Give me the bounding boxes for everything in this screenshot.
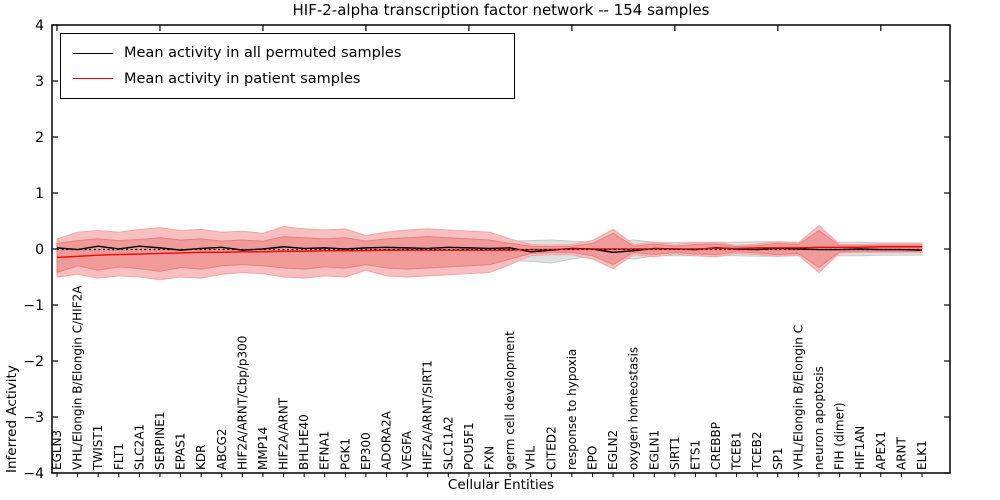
permuted-line-swatch (73, 52, 113, 54)
legend-box: Mean activity in all permuted samples Me… (60, 33, 515, 99)
x-tick-label: ADORA2A (380, 410, 394, 470)
y-tick-label: 3 (35, 74, 44, 90)
chart-title: HIF-2-alpha transcription factor network… (292, 1, 710, 19)
x-tick-label: FLT1 (112, 443, 126, 470)
x-tick-label: EFNA1 (318, 431, 332, 470)
x-tick-label: neuron apoptosis (812, 366, 826, 470)
x-tick-label: EP300 (359, 432, 373, 470)
legend-label-permuted: Mean activity in all permuted samples (124, 45, 402, 62)
y-tick-label: −1 (23, 298, 44, 314)
x-tick-label: CITED2 (544, 426, 558, 470)
x-tick-label: oxygen homeostasis (627, 347, 641, 470)
x-tick-label: germ cell development (503, 331, 517, 470)
y-axis-label: Inferred Activity (4, 365, 20, 473)
x-tick-label: POU5F1 (462, 422, 476, 470)
x-tick-label: APEX1 (874, 431, 888, 470)
y-tick-label: −3 (23, 410, 44, 426)
legend-entry-patient: Mean activity in patient samples (61, 71, 514, 87)
x-tick-label: PGK1 (338, 438, 352, 470)
y-tick-label: 4 (35, 18, 44, 34)
x-tick-label: SP1 (771, 448, 785, 471)
x-tick-label: ARNT (894, 436, 908, 470)
x-tick-label: CREBBP (709, 422, 723, 470)
x-tick-label: EGLN1 (647, 430, 661, 470)
x-tick-label: SERPINE1 (153, 411, 167, 470)
x-tick-label: TWIST1 (91, 425, 105, 471)
x-tick-label: HIF2A/ARNT/SIRT1 (421, 360, 435, 470)
x-tick-label: EGLN3 (50, 430, 64, 470)
x-tick-label: TCEB1 (730, 432, 744, 471)
patient-line-swatch (73, 78, 113, 80)
band-patient-inner-spread (56, 229, 923, 274)
x-tick-label: ABCG2 (215, 428, 229, 470)
x-tick-label: ELK1 (915, 440, 929, 470)
x-tick-label: SLC11A2 (441, 416, 455, 470)
y-tick-label: 0 (35, 242, 44, 258)
x-tick-label: FXN (483, 446, 497, 470)
x-tick-label: HIF2A/ARNT/Cbp/p300 (235, 336, 249, 470)
x-axis-label: Cellular Entities (447, 477, 555, 493)
x-tick-label: VHL (524, 446, 538, 470)
x-tick-label: EGLN2 (606, 430, 620, 470)
x-tick-label: HIF2A/ARNT (277, 397, 291, 470)
x-tick-label: KDR (194, 445, 208, 470)
x-tick-label: response to hypoxia (565, 349, 579, 470)
x-tick-label: VEGFA (400, 430, 414, 470)
series-line-patient (56, 246, 922, 259)
y-tick-label: −2 (23, 354, 44, 370)
x-tick-label: FIH (dimer) (833, 402, 847, 470)
x-tick-label: VHL/Elongin B/Elongin C (791, 325, 805, 470)
y-tick-label: 1 (35, 186, 44, 202)
y-tick-label: −4 (23, 466, 44, 482)
x-tick-label: TCEB2 (750, 432, 764, 471)
x-tick-label: BHLHE40 (297, 414, 311, 470)
x-tick-label: EPO (585, 446, 599, 470)
x-tick-label: HIF1AN (853, 426, 867, 470)
legend-label-patient: Mean activity in patient samples (124, 70, 361, 87)
x-tick-label: SIRT1 (668, 436, 682, 470)
x-tick-label: MMP14 (256, 427, 270, 470)
x-tick-label: EPAS1 (174, 432, 188, 470)
x-tick-label: ETS1 (688, 440, 702, 470)
y-tick-label: 2 (35, 130, 44, 146)
x-tick-label: SLC2A1 (132, 424, 146, 470)
x-tick-label: VHL/Elongin B/Elongin C/HIF2A (71, 285, 85, 470)
legend-entry-permuted: Mean activity in all permuted samples (61, 45, 514, 61)
